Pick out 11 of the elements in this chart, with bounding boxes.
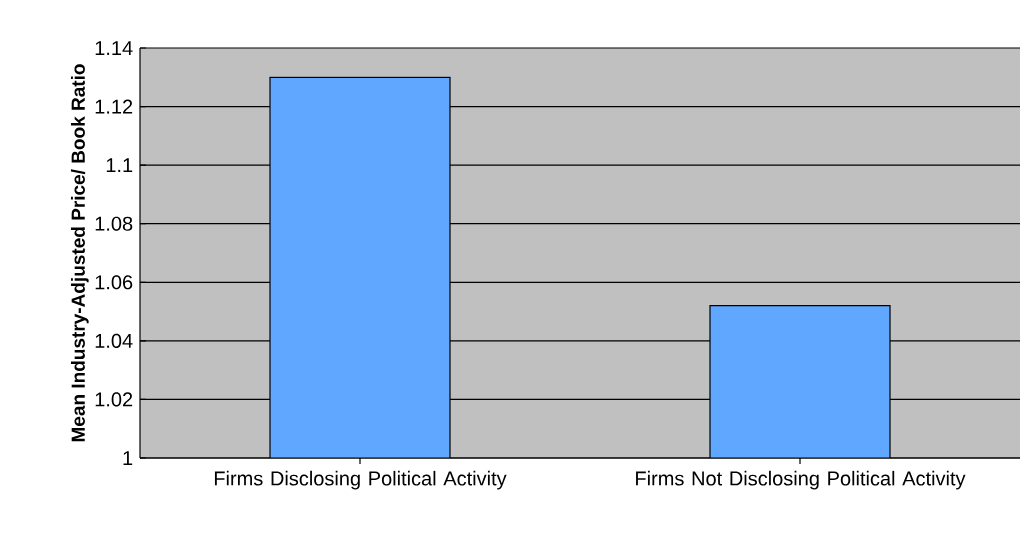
y-tick-label: 1.1 [106, 158, 133, 173]
y-tick-label: 1.08 [95, 216, 133, 231]
y-tick-label: 1.02 [95, 392, 133, 407]
y-tick-label: 1.06 [95, 275, 133, 290]
x-tick-label: Firms Not Disclosing Political Activity [636, 470, 966, 490]
y-tick-label: 1.14 [95, 41, 133, 55]
y-tick-label: 1.12 [95, 99, 133, 114]
x-tick-label: Firms Disclosing Political Activity [214, 470, 507, 490]
y-tick-label: 1 [123, 451, 133, 465]
y-tick-label: 1.04 [95, 333, 133, 348]
y-axis-title: Mean Industry-Adjusted Price/ Book Ratio [70, 64, 89, 442]
